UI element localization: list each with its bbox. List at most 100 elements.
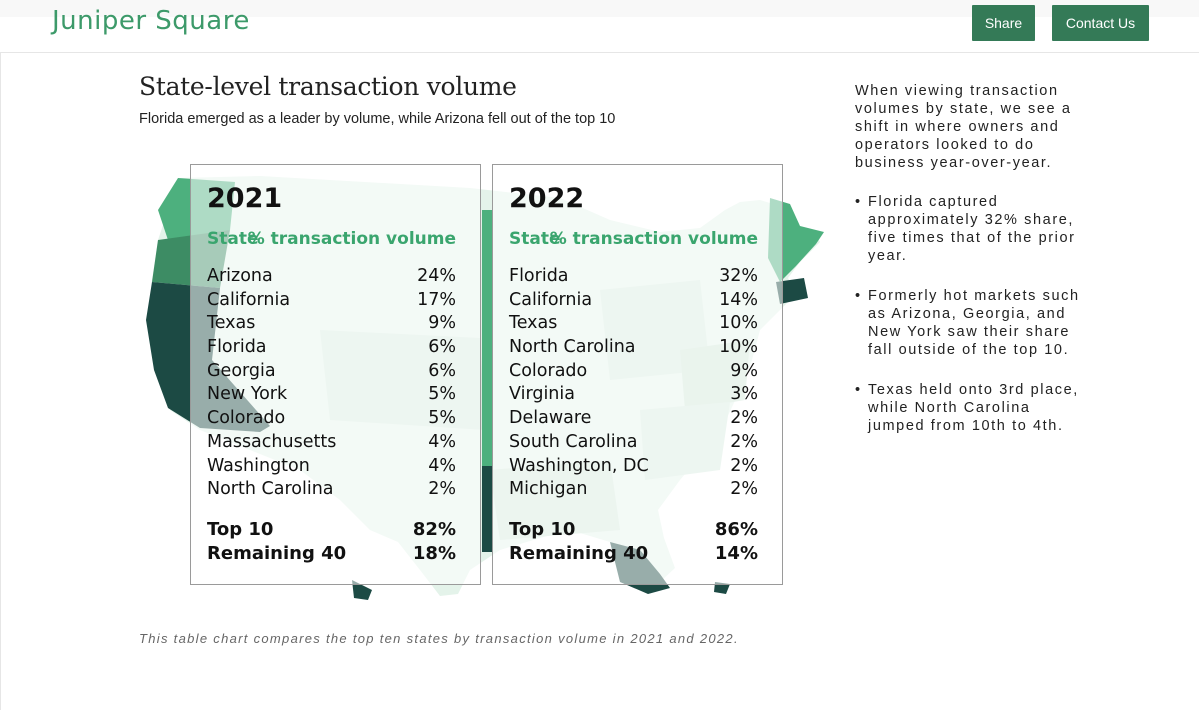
- table-row: California 14%: [509, 290, 758, 314]
- state-volume: 32%: [719, 266, 758, 286]
- state-volume: 9%: [730, 360, 758, 381]
- state-name: New York: [207, 384, 288, 405]
- total-value: 86%: [714, 519, 758, 540]
- state-name: Michigan: [509, 479, 588, 500]
- column-header-volume: % transaction volume: [549, 229, 758, 249]
- table-row: Washington 4%: [207, 456, 456, 480]
- total-label: Remaining 40: [509, 543, 649, 564]
- state-name: Virginia: [509, 384, 575, 405]
- state-volume: 14%: [719, 289, 758, 310]
- state-volume: 10%: [719, 337, 758, 358]
- section-title: State-level transaction volume: [139, 72, 517, 101]
- table-row: Colorado 5%: [207, 408, 456, 432]
- state-name: Florida: [207, 337, 267, 358]
- table-row: Georgia 6%: [207, 361, 456, 385]
- state-volume: 4%: [428, 455, 456, 476]
- table-rows: Arizona 24% California 17% Texas 9% Florida…: [207, 266, 456, 503]
- state-volume: 2%: [730, 479, 758, 500]
- table-row: New York 5%: [207, 384, 456, 408]
- share-button[interactable]: Share: [972, 5, 1035, 41]
- state-name: Colorado: [509, 360, 588, 381]
- state-name: California: [509, 289, 593, 310]
- state-volume: 2%: [730, 408, 758, 429]
- total-label: Remaining 40: [207, 543, 347, 564]
- table-totals: Top 10 86% Remaining 40 14%: [509, 519, 758, 567]
- table-row: Florida 32%: [509, 266, 758, 290]
- table-row: Michigan 2%: [509, 479, 758, 503]
- total-row: Remaining 40 14%: [509, 543, 758, 567]
- state-name: North Carolina: [509, 337, 636, 358]
- state-name: California: [207, 289, 291, 310]
- top-header: Juniper Square Share Contact Us: [0, 0, 1199, 53]
- table-row: Washington, DC 2%: [509, 456, 758, 480]
- brand-logo[interactable]: Juniper Square: [52, 6, 250, 36]
- total-value: 18%: [412, 543, 456, 564]
- us-map-massachusetts: [776, 278, 808, 304]
- state-name: Massachusetts: [207, 431, 337, 452]
- state-volume: 6%: [428, 360, 456, 381]
- column-header-state: State: [509, 229, 561, 249]
- total-row: Remaining 40 18%: [207, 543, 456, 567]
- state-name: Arizona: [207, 266, 273, 286]
- state-name: South Carolina: [509, 431, 638, 452]
- table-row: Arizona 24%: [207, 266, 456, 290]
- sidebar-commentary: When viewing transaction volumes by stat…: [855, 82, 1085, 457]
- sidebar-bullet: Florida captured approximately 32% share…: [855, 193, 1085, 265]
- table-row: Texas 10%: [509, 313, 758, 337]
- state-name: North Carolina: [207, 479, 334, 500]
- state-name: Texas: [509, 313, 558, 334]
- table-row: Delaware 2%: [509, 408, 758, 432]
- table-row: North Carolina 10%: [509, 337, 758, 361]
- us-map-florida-tip: [714, 582, 730, 594]
- us-map-texas-tip: [352, 580, 372, 600]
- us-map-stripe: [482, 466, 492, 552]
- table-panel-2021: 2021 State % transaction volume Arizona 2…: [190, 164, 481, 585]
- table-row: Colorado 9%: [509, 361, 758, 385]
- state-volume: 10%: [719, 313, 758, 334]
- chart-caption: This table chart compares the top ten st…: [139, 631, 739, 646]
- table-panel-2022: 2022 State % transaction volume Florida 3…: [492, 164, 783, 585]
- table-year: 2021: [207, 183, 283, 214]
- state-volume: 4%: [428, 431, 456, 452]
- us-map-stripe: [482, 210, 492, 466]
- column-header-state: State: [207, 229, 259, 249]
- state-volume: 9%: [428, 313, 456, 334]
- state-volume: 5%: [428, 384, 456, 405]
- state-volume: 2%: [730, 431, 758, 452]
- table-row: South Carolina 2%: [509, 432, 758, 456]
- total-label: Top 10: [207, 519, 274, 540]
- state-volume: 2%: [428, 479, 456, 500]
- table-totals: Top 10 82% Remaining 40 18%: [207, 519, 456, 567]
- table-row: Massachusetts 4%: [207, 432, 456, 456]
- table-row: Texas 9%: [207, 313, 456, 337]
- state-volume: 6%: [428, 337, 456, 358]
- table-rows: Florida 32% California 14% Texas 10% North …: [509, 266, 758, 503]
- state-name: Florida: [509, 266, 569, 286]
- state-name: Texas: [207, 313, 256, 334]
- state-volume: 17%: [417, 289, 456, 310]
- table-row: California 17%: [207, 290, 456, 314]
- total-row: Top 10 82%: [207, 519, 456, 543]
- section-subtitle: Florida emerged as a leader by volume, w…: [139, 111, 616, 127]
- contact-us-button[interactable]: Contact Us: [1052, 5, 1149, 41]
- total-value: 82%: [412, 519, 456, 540]
- sidebar-bullet: Texas held onto 3rd place, while North C…: [855, 381, 1085, 435]
- state-volume: 3%: [730, 384, 758, 405]
- total-row: Top 10 86%: [509, 519, 758, 543]
- sidebar-intro: When viewing transaction volumes by stat…: [855, 83, 1072, 171]
- table-row: Virginia 3%: [509, 384, 758, 408]
- state-volume: 5%: [428, 408, 456, 429]
- table-row: Florida 6%: [207, 337, 456, 361]
- total-value: 14%: [714, 543, 758, 564]
- state-volume: 2%: [730, 455, 758, 476]
- state-name: Washington: [207, 455, 310, 476]
- sidebar-bullet: Formerly hot markets such as Arizona, Ge…: [855, 287, 1085, 359]
- column-header-volume: % transaction volume: [247, 229, 456, 249]
- total-label: Top 10: [509, 519, 576, 540]
- table-row: North Carolina 2%: [207, 479, 456, 503]
- state-name: Washington, DC: [509, 455, 649, 476]
- state-name: Delaware: [509, 408, 592, 429]
- page-left-border: [0, 52, 1, 710]
- table-year: 2022: [509, 183, 585, 214]
- state-name: Colorado: [207, 408, 286, 429]
